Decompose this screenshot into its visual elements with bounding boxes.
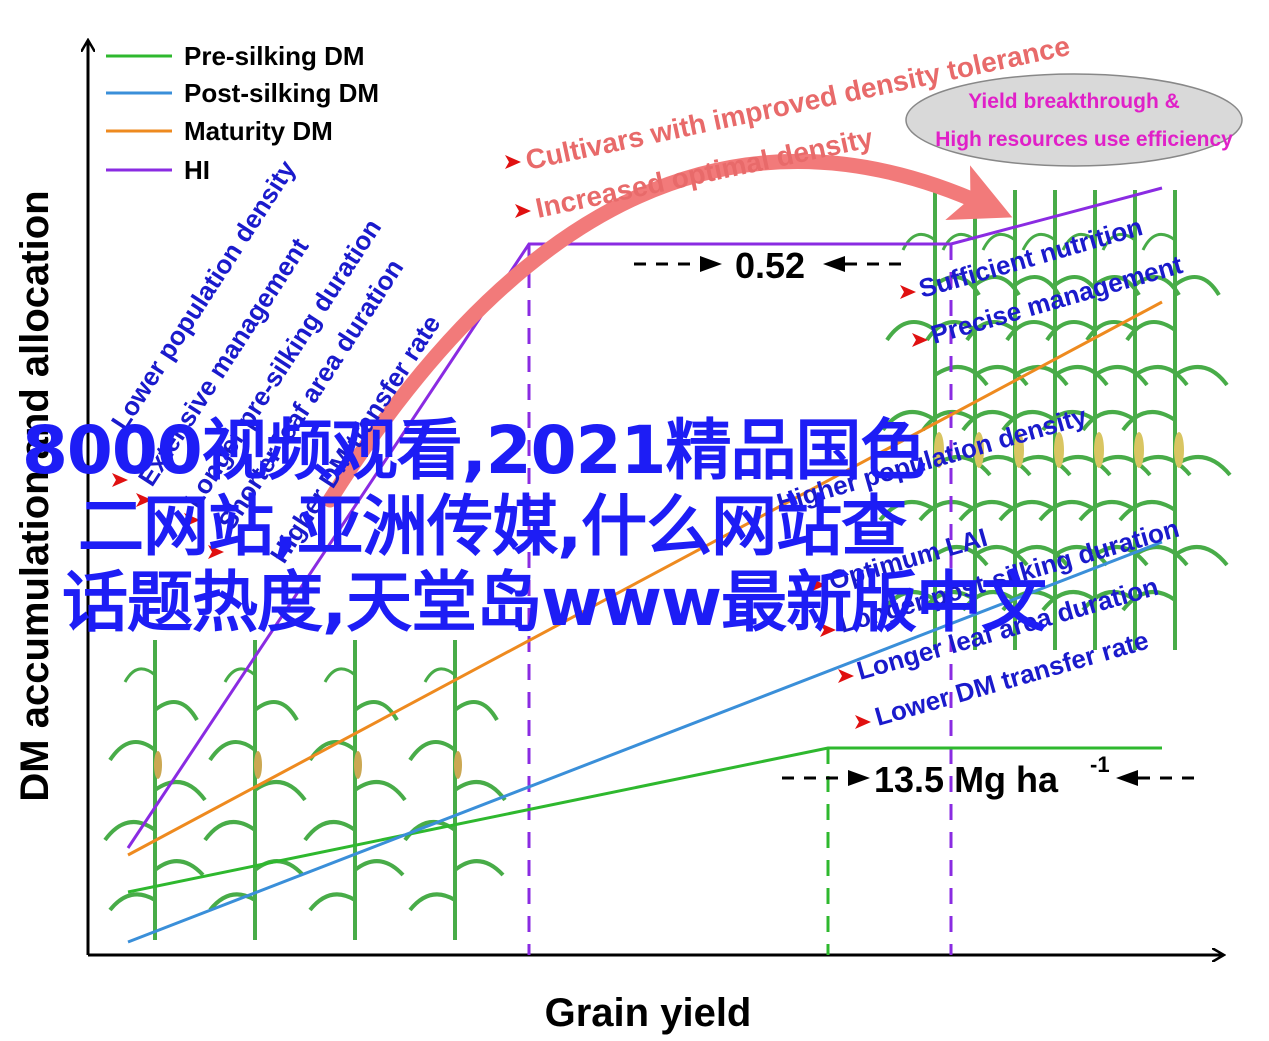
- line-post-silking-dm: [127, 540, 1163, 944]
- y-axis-label: DM accumulation and allocation: [13, 190, 57, 801]
- watermark-line-2: 二网站,亚洲传媒,什么网站查: [78, 488, 907, 565]
- line-hi: [126, 186, 1163, 849]
- line-maturity-dm: [127, 300, 1163, 857]
- watermark-line-3: 话题热度,天堂岛www最新版中文: [62, 564, 1047, 641]
- yield-gap-superscript: -1: [1090, 752, 1110, 777]
- legend-label-hi: HI: [184, 155, 210, 185]
- yield-gap-value: 13.5 Mg ha: [874, 759, 1059, 800]
- legend: Pre-silking DM Post-silking DM Maturity …: [106, 41, 379, 185]
- line-pre-silking-dm: [127, 746, 1162, 894]
- breakthrough-ellipse: [905, 73, 1243, 167]
- legend-label-pre-silking: Pre-silking DM: [184, 41, 365, 71]
- hi-gap-annotation: 0.52: [634, 245, 910, 286]
- ellipse-line-1: Yield breakthrough &: [968, 90, 1180, 113]
- ellipse-line-2: High resources use efficiency: [935, 128, 1233, 151]
- watermark-line-1: 8000视频观看,2021精品国色: [22, 412, 926, 489]
- curved-arrow: [322, 153, 1013, 508]
- yield-gap-annotation: 13.5 Mg ha -1: [782, 752, 1200, 800]
- hi-gap-value: 0.52: [735, 245, 805, 286]
- legend-label-maturity: Maturity DM: [184, 116, 333, 146]
- x-axis-label: Grain yield: [545, 991, 752, 1035]
- legend-label-post-silking: Post-silking DM: [184, 78, 379, 108]
